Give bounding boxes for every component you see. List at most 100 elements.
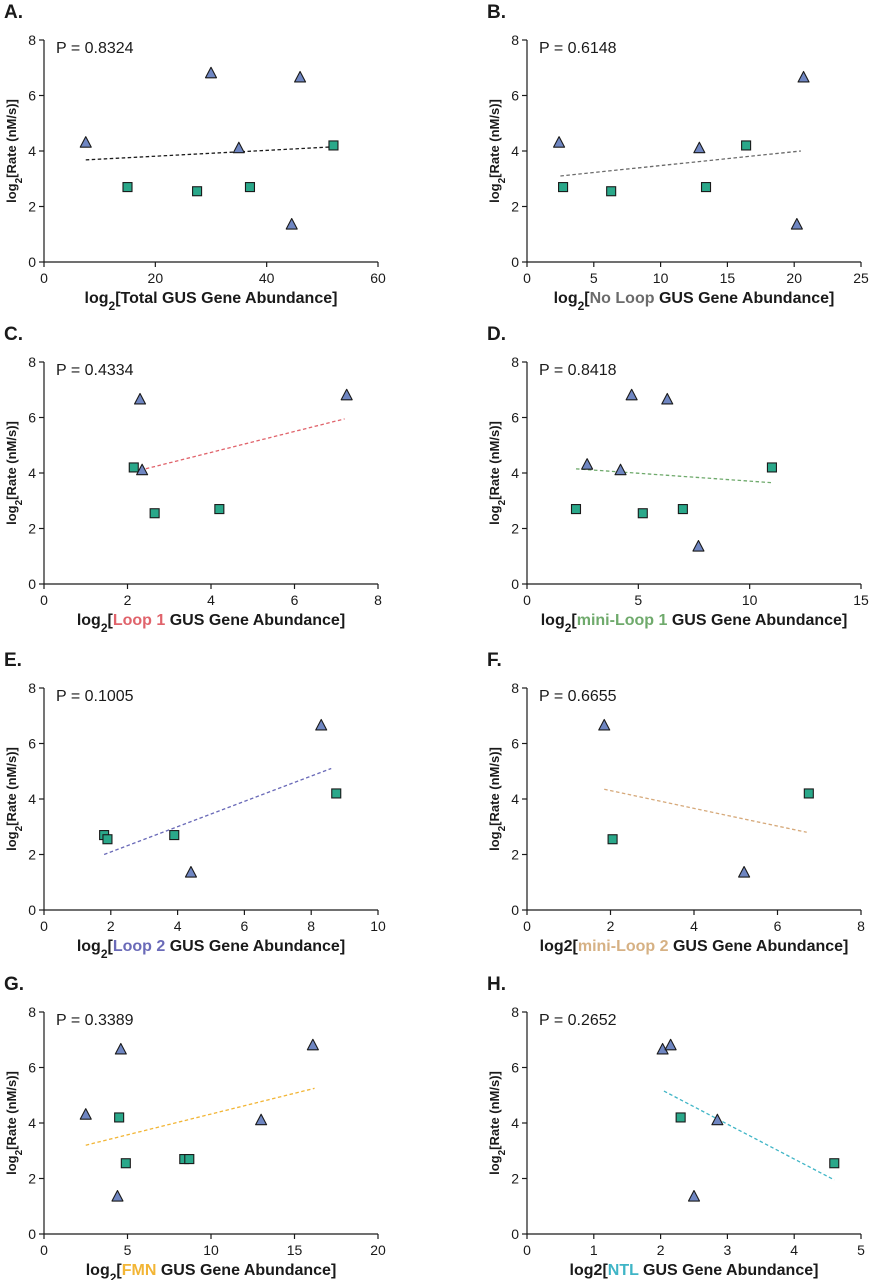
trend-line bbox=[560, 150, 801, 177]
x-tick-label: 10 bbox=[370, 918, 386, 934]
x-tick-label: 8 bbox=[307, 918, 315, 934]
triangle-point bbox=[79, 136, 92, 148]
p-value-label: P = 0.8418 bbox=[539, 362, 617, 379]
x-axis-title: log2[Loop 1 GUS Gene Abundance] bbox=[77, 612, 345, 635]
triangle-point bbox=[581, 458, 594, 470]
y-tick-label: 8 bbox=[511, 32, 519, 48]
x-tick-label: 2 bbox=[607, 918, 615, 934]
y-tick-label: 0 bbox=[28, 1226, 36, 1242]
x-tick-label: 1 bbox=[590, 1242, 598, 1258]
x-tick-label: 6 bbox=[291, 592, 299, 608]
x-tick-label: 4 bbox=[207, 592, 215, 608]
x-axis-title: log2[FMN GUS Gene Abundance] bbox=[86, 1262, 337, 1280]
triangle-point bbox=[664, 1038, 677, 1051]
x-tick-label: 5 bbox=[124, 1242, 132, 1258]
triangle-point bbox=[598, 718, 611, 731]
y-tick-label: 2 bbox=[28, 847, 36, 863]
x-tick-label: 20 bbox=[786, 270, 802, 286]
x-tick-label: 15 bbox=[287, 1242, 303, 1258]
x-tick-label: 15 bbox=[720, 270, 736, 286]
p-value-label: P = 0.1005 bbox=[56, 688, 134, 705]
y-tick-label: 0 bbox=[28, 576, 36, 592]
y-axis-title: log2[Rate (nM/s)] bbox=[487, 421, 508, 525]
x-axis-title: log2[No Loop GUS Gene Abundance] bbox=[554, 290, 835, 313]
square-point bbox=[675, 1112, 686, 1123]
y-tick-label: 4 bbox=[511, 143, 519, 159]
y-tick-label: 4 bbox=[28, 791, 36, 807]
x-tick-label: 0 bbox=[523, 1242, 531, 1258]
y-tick-label: 6 bbox=[511, 88, 519, 104]
triangle-point bbox=[204, 66, 218, 79]
triangle-point bbox=[693, 141, 706, 154]
triangle-point bbox=[136, 463, 149, 476]
y-axis-title: log2[Rate (nM/s)] bbox=[4, 99, 25, 203]
panel-letter: H. bbox=[487, 974, 506, 995]
y-tick-label: 0 bbox=[28, 902, 36, 918]
panel-letter: F. bbox=[487, 650, 502, 671]
x-axis-title: log2[Loop 2 GUS Gene Abundance] bbox=[77, 938, 345, 961]
triangle-point bbox=[306, 1038, 319, 1051]
triangle-point bbox=[692, 539, 705, 552]
x-tick-label: 0 bbox=[40, 592, 48, 608]
x-tick-label: 0 bbox=[523, 270, 531, 286]
triangle-point bbox=[232, 141, 245, 154]
square-point bbox=[192, 186, 203, 197]
panel-letter: A. bbox=[4, 2, 23, 23]
chart-panel-8: H. 0 2 4 6 8 0 1 2 3 4 5 P = 0.2652 log2[NTL GUS Gene… bbox=[487, 974, 865, 1279]
y-tick-label: 8 bbox=[511, 1004, 519, 1020]
square-point bbox=[558, 182, 569, 193]
x-axis-title: log2[Total GUS Gene Abundance] bbox=[85, 290, 338, 313]
y-tick-label: 4 bbox=[511, 791, 519, 807]
y-tick-label: 2 bbox=[28, 1171, 36, 1187]
x-tick-label: 8 bbox=[374, 592, 382, 608]
p-value-label: P = 0.2652 bbox=[539, 1012, 617, 1029]
x-tick-label: 10 bbox=[653, 270, 669, 286]
y-tick-label: 6 bbox=[511, 736, 519, 752]
y-tick-label: 2 bbox=[511, 199, 519, 215]
triangle-point bbox=[797, 70, 810, 83]
panel-letter: C. bbox=[4, 324, 23, 345]
p-value-label: P = 0.6148 bbox=[539, 40, 617, 57]
y-tick-label: 8 bbox=[28, 32, 36, 48]
triangle-point bbox=[553, 136, 566, 148]
square-point bbox=[102, 834, 113, 845]
x-axis-title: log2[mini-Loop 2 GUS Gene Abundance] bbox=[540, 938, 849, 955]
square-point bbox=[677, 504, 688, 515]
triangle-point bbox=[625, 388, 638, 401]
trend-line bbox=[85, 1087, 315, 1146]
square-point bbox=[328, 140, 339, 151]
x-tick-label: 5 bbox=[590, 270, 598, 286]
triangle-point bbox=[285, 217, 298, 230]
triangle-point bbox=[294, 70, 307, 83]
x-tick-label: 8 bbox=[857, 918, 865, 934]
x-axis-title: log2[NTL GUS Gene Abundance] bbox=[570, 1262, 819, 1279]
square-point bbox=[607, 834, 618, 845]
square-point bbox=[122, 182, 133, 193]
x-tick-label: 25 bbox=[853, 270, 869, 286]
x-tick-label: 5 bbox=[634, 592, 642, 608]
x-tick-label: 15 bbox=[853, 592, 869, 608]
trend-line bbox=[604, 788, 807, 833]
square-point bbox=[803, 788, 814, 799]
x-tick-label: 10 bbox=[203, 1242, 219, 1258]
y-tick-label: 8 bbox=[28, 354, 36, 370]
y-tick-label: 0 bbox=[28, 254, 36, 270]
square-point bbox=[244, 182, 256, 193]
y-tick-label: 6 bbox=[28, 88, 36, 104]
y-tick-label: 2 bbox=[511, 847, 519, 863]
y-axis-title: log2[Rate (nM/s)] bbox=[487, 1071, 508, 1175]
y-tick-label: 4 bbox=[511, 465, 519, 481]
square-point bbox=[606, 186, 617, 197]
triangle-point bbox=[661, 392, 674, 405]
x-tick-label: 40 bbox=[259, 270, 275, 286]
triangle-point bbox=[255, 1113, 268, 1126]
triangle-point bbox=[340, 388, 353, 401]
panel-letter: D. bbox=[487, 324, 506, 345]
x-tick-label: 2 bbox=[107, 918, 115, 934]
x-tick-label: 0 bbox=[40, 270, 48, 286]
y-tick-label: 0 bbox=[511, 902, 519, 918]
panel-letter: G. bbox=[4, 974, 24, 995]
y-axis-title: log2[Rate (nM/s)] bbox=[487, 99, 508, 203]
y-tick-label: 0 bbox=[511, 254, 519, 270]
square-point bbox=[149, 508, 160, 519]
